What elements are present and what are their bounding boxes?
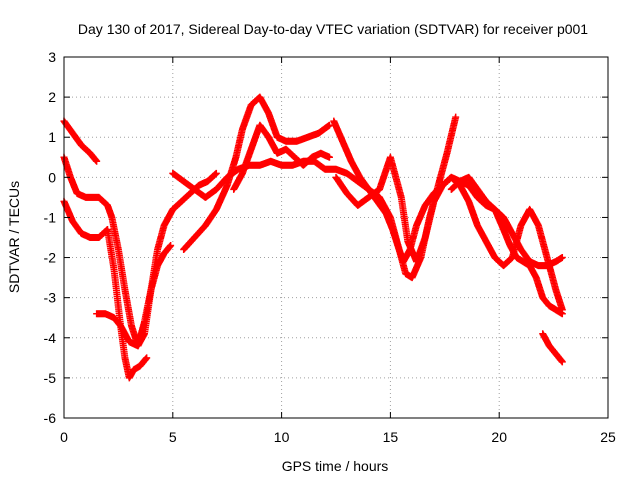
x-axis-title: GPS time / hours: [282, 458, 389, 474]
chart-title: Day 130 of 2017, Sidereal Day-to-day VTE…: [78, 21, 588, 37]
y-tick-label: -4: [44, 330, 57, 346]
data-point: [558, 358, 566, 366]
x-tick-label: 0: [60, 429, 68, 445]
data-point: [212, 169, 220, 177]
y-tick-label: -3: [44, 290, 57, 306]
series-track-c: [60, 197, 151, 382]
y-tick-label: 1: [48, 129, 56, 145]
data-point: [325, 121, 333, 129]
x-tick-label: 15: [383, 429, 399, 445]
data-point: [93, 157, 101, 165]
y-tick-label: 3: [48, 49, 56, 65]
x-tick-label: 5: [169, 429, 177, 445]
y-tick-label: -2: [44, 250, 57, 266]
data-point: [167, 242, 175, 250]
y-tick-label: -1: [44, 209, 57, 225]
plot-frame: [63, 56, 609, 419]
x-tick-label: 25: [600, 429, 616, 445]
y-tick-label: -5: [44, 370, 57, 386]
series-track-i: [332, 153, 566, 314]
data-point: [452, 113, 460, 121]
label-layer: 0 5 10 15 20 25 -6 -5 -4 -3 -2 -1 0 1 2 3: [44, 49, 616, 445]
series-track-d: [93, 169, 220, 350]
series-track-f: [180, 93, 333, 254]
series-track-g: [230, 121, 333, 193]
x-tick-label: 20: [491, 429, 507, 445]
data-point: [558, 254, 566, 262]
y-tick-label: 2: [48, 89, 56, 105]
tick-layer: [63, 56, 609, 419]
y-axis-title: SDTVAR / TECUs: [6, 181, 22, 293]
y-tick-label: -6: [44, 410, 57, 426]
data-point: [325, 153, 333, 161]
y-tick-label: 0: [48, 169, 56, 185]
series-track-k: [539, 330, 566, 366]
data-point: [143, 354, 151, 362]
data-point: [558, 310, 566, 318]
series-track-j: [447, 173, 566, 318]
x-tick-label: 10: [274, 429, 290, 445]
